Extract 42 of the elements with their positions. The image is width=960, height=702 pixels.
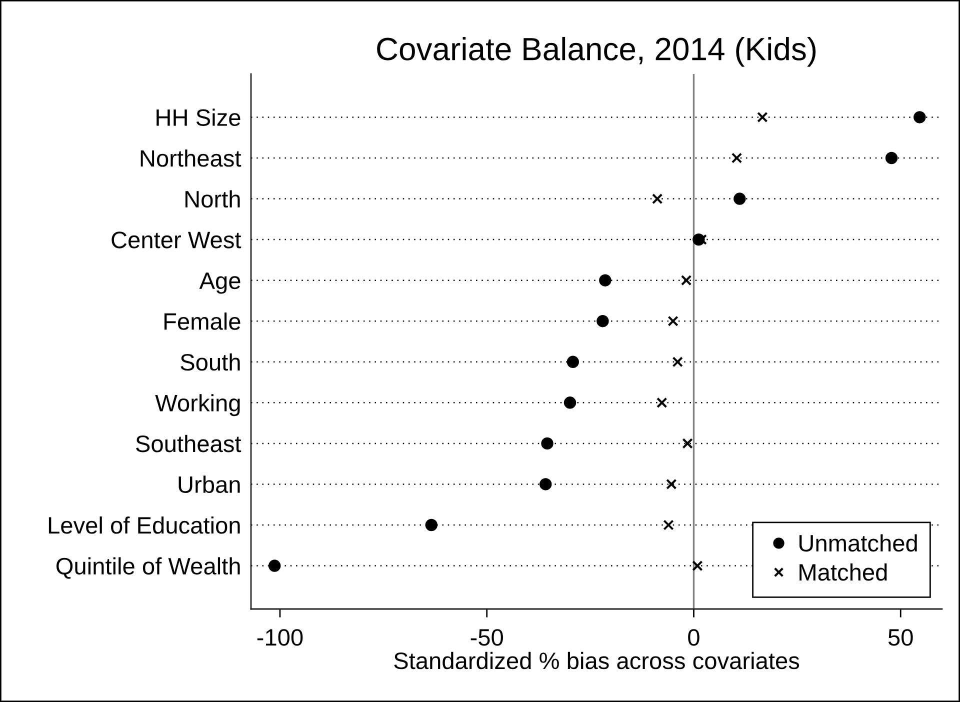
- y-tick-label: HH Size: [156, 108, 240, 126]
- point: [668, 316, 678, 326]
- y-tick-label: Female: [164, 312, 240, 330]
- x-tick-label: -50: [470, 629, 503, 646]
- point: [564, 396, 576, 409]
- x-tick-label: -100: [257, 629, 303, 646]
- point: [539, 478, 552, 490]
- y-tick-label: North: [185, 190, 240, 208]
- point: [734, 192, 746, 205]
- x-axis-title: Standardized % bias across covariates: [394, 652, 800, 670]
- y-tick-label: Quintile of Wealth: [56, 557, 240, 579]
- y-tick-label: South: [180, 353, 240, 371]
- legend-label: Unmatched: [799, 534, 917, 552]
- point: [268, 560, 281, 572]
- point: [599, 274, 612, 286]
- point: [663, 520, 674, 530]
- point: [666, 478, 677, 490]
- point: [885, 152, 898, 164]
- x-tick-label: 0: [688, 629, 700, 646]
- point: [656, 397, 668, 408]
- point: [425, 518, 438, 532]
- point: [682, 438, 693, 449]
- y-tick-label: Northeast: [140, 149, 242, 167]
- point: [757, 112, 768, 123]
- legend-label: Matched: [800, 563, 887, 581]
- y-tick-label: Working: [155, 394, 240, 416]
- point: [914, 111, 926, 124]
- y-tick-label: Age: [199, 272, 240, 294]
- y-tick-label: Center West: [112, 232, 242, 248]
- chart-title: Covariate Balance, 2014 (Kids): [377, 36, 816, 67]
- point: [672, 356, 683, 368]
- x-tick-label: 50: [888, 629, 913, 646]
- point: [731, 152, 742, 164]
- y-tick-label: Level of Education: [48, 516, 240, 534]
- point: [680, 274, 692, 286]
- point: [596, 315, 609, 328]
- y-tick-label: Southeast: [136, 434, 242, 452]
- point: [566, 356, 580, 368]
- point: [692, 560, 703, 572]
- point: [541, 437, 554, 450]
- point: [652, 193, 663, 204]
- y-tick-label: Urban: [178, 476, 240, 494]
